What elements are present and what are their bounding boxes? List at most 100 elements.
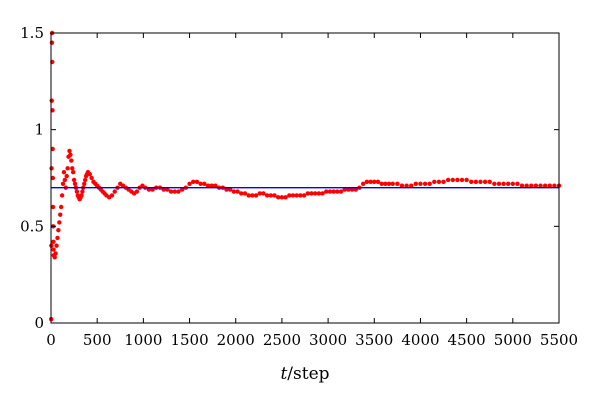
- data-point: [150, 187, 155, 192]
- data-point: [198, 181, 203, 186]
- data-point: [179, 187, 185, 192]
- data-point: [379, 181, 384, 186]
- data-point: [227, 187, 233, 192]
- data-point: [253, 193, 259, 198]
- data-point: [72, 181, 78, 186]
- scatter-series: [48, 30, 562, 322]
- data-point: [383, 181, 388, 186]
- data-point: [50, 146, 55, 152]
- data-point: [80, 189, 85, 194]
- data-point: [209, 183, 214, 188]
- data-point: [331, 189, 336, 194]
- data-point: [404, 183, 409, 188]
- y-tick-label: 1.5: [20, 24, 44, 42]
- data-point: [264, 193, 270, 198]
- data-point: [399, 183, 405, 188]
- data-point: [342, 187, 347, 192]
- data-point: [287, 193, 292, 198]
- data-point: [324, 189, 329, 194]
- data-point: [301, 193, 307, 198]
- data-point: [473, 179, 479, 185]
- data-point: [346, 187, 351, 192]
- data-point: [74, 189, 80, 194]
- data-point: [327, 189, 333, 194]
- x-tick-label: 500: [83, 331, 112, 349]
- data-point: [146, 187, 152, 192]
- data-point: [60, 181, 66, 186]
- data-point: [305, 191, 310, 196]
- data-point: [257, 191, 262, 196]
- data-point: [335, 189, 340, 194]
- data-point: [61, 170, 67, 175]
- data-point: [450, 177, 455, 183]
- x-tick-label: 1500: [170, 331, 208, 349]
- x-axis-label-separator: /: [287, 364, 293, 384]
- data-point: [235, 189, 240, 194]
- x-tick-label: 3000: [309, 331, 347, 349]
- data-point: [191, 179, 196, 185]
- data-point: [506, 181, 511, 186]
- data-point: [64, 173, 69, 179]
- data-point: [312, 191, 318, 196]
- data-point: [432, 179, 437, 185]
- x-axis-ticks: 0 500 1000 1500 2000 2500 3000 3500 4000 4500 5000…: [46, 33, 578, 349]
- y-tick-label: 0.5: [20, 217, 44, 235]
- data-point: [213, 183, 218, 188]
- data-point: [70, 170, 76, 175]
- data-point: [524, 183, 529, 188]
- data-point: [501, 181, 506, 186]
- data-point: [413, 181, 419, 186]
- data-point: [205, 183, 211, 188]
- data-point: [547, 183, 552, 188]
- x-axis-label: t/step: [280, 364, 329, 384]
- data-point: [427, 181, 432, 186]
- data-point: [298, 193, 303, 198]
- data-point: [53, 251, 58, 256]
- data-point: [261, 191, 266, 196]
- data-point: [418, 181, 423, 186]
- x-axis-label-unit: step: [293, 364, 330, 384]
- data-point: [464, 177, 469, 183]
- data-point: [386, 181, 392, 186]
- data-point: [231, 189, 237, 194]
- data-point: [224, 187, 229, 192]
- data-point: [79, 193, 84, 198]
- data-point: [109, 193, 115, 198]
- data-point: [268, 193, 274, 198]
- data-point: [309, 191, 314, 196]
- data-point: [67, 148, 72, 154]
- x-tick-label: 2000: [217, 331, 255, 349]
- data-point: [56, 228, 61, 233]
- data-point: [82, 177, 88, 183]
- data-point: [441, 179, 446, 185]
- data-point: [50, 175, 56, 181]
- data-point: [68, 152, 73, 157]
- data-point: [316, 191, 322, 196]
- data-point: [176, 189, 181, 194]
- x-tick-label: 5000: [494, 331, 532, 349]
- x-tick-label: 4000: [401, 331, 439, 349]
- data-point: [89, 175, 94, 181]
- data-point: [395, 181, 400, 186]
- data-point: [52, 255, 57, 260]
- data-point: [57, 220, 62, 225]
- data-point: [360, 181, 366, 186]
- data-point: [49, 40, 55, 45]
- data-point: [290, 193, 296, 198]
- data-point: [65, 166, 70, 171]
- data-point: [58, 204, 64, 210]
- data-point: [59, 193, 65, 198]
- data-point: [510, 181, 516, 186]
- data-point: [455, 177, 460, 183]
- data-point: [482, 179, 488, 185]
- plot-frame: [50, 32, 560, 324]
- y-tick-label: 1: [34, 121, 44, 139]
- data-point: [422, 181, 428, 186]
- data-point: [445, 177, 451, 183]
- data-point: [202, 181, 207, 186]
- data-point: [487, 179, 492, 185]
- y-tick-label: 0: [34, 314, 44, 332]
- x-axis-label-variable: t: [280, 364, 287, 384]
